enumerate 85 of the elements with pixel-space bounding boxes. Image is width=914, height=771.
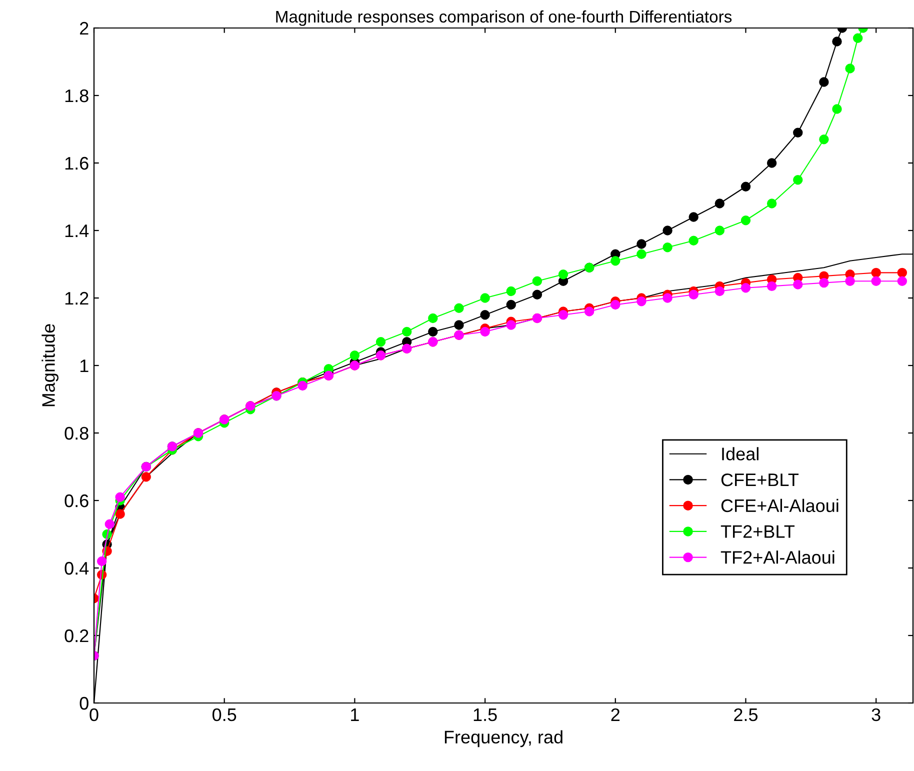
legend-label: CFE+Al-Alaoui bbox=[721, 498, 838, 512]
point bbox=[584, 306, 594, 316]
point bbox=[662, 242, 672, 252]
point bbox=[793, 175, 803, 185]
point bbox=[480, 310, 490, 320]
point bbox=[662, 293, 672, 303]
point bbox=[636, 249, 646, 259]
point bbox=[714, 198, 725, 208]
y-tick-label: 1.4 bbox=[65, 224, 89, 238]
point bbox=[454, 320, 464, 330]
point bbox=[852, 33, 863, 43]
point bbox=[480, 293, 490, 303]
point bbox=[558, 310, 568, 320]
point bbox=[897, 276, 908, 286]
point bbox=[480, 326, 490, 337]
point bbox=[819, 77, 829, 87]
point bbox=[897, 268, 908, 278]
point bbox=[793, 128, 803, 138]
legend-label: CFE+BLT bbox=[721, 473, 799, 486]
x-tick-label: 2 bbox=[611, 708, 620, 721]
x-axis-title: Frequency, rad bbox=[444, 730, 562, 748]
point bbox=[793, 280, 803, 290]
point bbox=[819, 134, 829, 144]
point bbox=[832, 104, 842, 114]
point bbox=[532, 290, 542, 300]
y-tick-label: 2 bbox=[80, 22, 88, 35]
point bbox=[688, 236, 698, 246]
point bbox=[298, 380, 308, 391]
point bbox=[376, 337, 386, 347]
y-tick-label: 0.2 bbox=[64, 629, 88, 642]
point bbox=[96, 556, 107, 566]
point bbox=[636, 296, 646, 306]
y-tick-label: 0.4 bbox=[64, 562, 89, 575]
point bbox=[558, 270, 568, 280]
point bbox=[766, 198, 777, 208]
legend-label: Ideal bbox=[722, 447, 758, 460]
x-tick-label: 1.5 bbox=[474, 708, 497, 722]
point bbox=[845, 276, 855, 286]
point bbox=[506, 286, 516, 296]
point bbox=[402, 326, 412, 337]
point bbox=[740, 283, 751, 293]
point bbox=[871, 276, 881, 286]
point bbox=[428, 313, 438, 324]
y-axis-title: Magnitude bbox=[42, 324, 58, 406]
x-tick-label: 2.5 bbox=[734, 708, 758, 722]
y-tick-label: 0.8 bbox=[64, 426, 88, 440]
point bbox=[428, 326, 438, 337]
point bbox=[871, 268, 881, 278]
point bbox=[740, 182, 751, 192]
point bbox=[532, 276, 542, 286]
point bbox=[662, 226, 672, 236]
point bbox=[766, 158, 777, 168]
point bbox=[688, 290, 698, 300]
y-tick-label: 0 bbox=[80, 696, 88, 710]
point bbox=[832, 36, 842, 46]
point bbox=[688, 212, 698, 222]
y-tick-label: 0.6 bbox=[64, 494, 88, 508]
point bbox=[740, 216, 751, 226]
point bbox=[115, 509, 125, 519]
chart-title: Magnitude responses comparison of one-fourth Differentiators bbox=[276, 10, 732, 26]
x-tick-label: 0 bbox=[90, 708, 98, 722]
point bbox=[454, 303, 464, 313]
x-tick-label: 3 bbox=[872, 708, 880, 722]
point bbox=[845, 64, 855, 74]
point bbox=[115, 492, 125, 502]
point bbox=[506, 300, 516, 310]
point bbox=[714, 226, 725, 236]
legend-label: TF2+Al-Alaoui bbox=[720, 550, 834, 564]
point bbox=[714, 286, 725, 296]
x-tick-label: 0.5 bbox=[212, 708, 236, 722]
y-tick-label: 1.2 bbox=[65, 292, 88, 305]
x-tick-label: 1 bbox=[351, 708, 359, 721]
point bbox=[610, 256, 620, 266]
point bbox=[104, 519, 115, 529]
point bbox=[610, 300, 620, 310]
y-tick-label: 1.6 bbox=[65, 156, 88, 170]
point bbox=[636, 239, 646, 249]
legend-label: TF2+BLT bbox=[720, 525, 795, 538]
point bbox=[141, 472, 151, 482]
point bbox=[766, 281, 777, 292]
y-tick-label: 1 bbox=[80, 360, 88, 372]
point bbox=[506, 320, 516, 330]
point bbox=[350, 350, 360, 360]
point bbox=[819, 278, 829, 288]
y-tick-label: 1.8 bbox=[65, 89, 88, 102]
